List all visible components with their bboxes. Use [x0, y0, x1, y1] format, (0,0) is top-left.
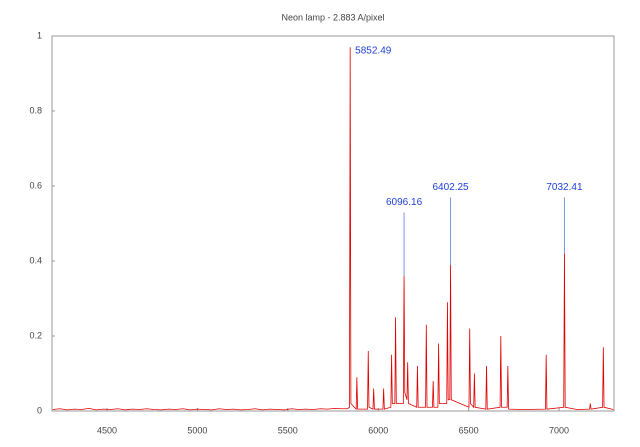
y-tick-label: 1	[37, 30, 42, 40]
x-tick-label: 6500	[459, 425, 479, 435]
annotation: 6096.16	[386, 197, 423, 208]
annotation: 7032.41	[546, 182, 583, 193]
y-tick-label: 0.2	[29, 330, 42, 340]
chart-title: Neon lamp - 2.883 A/pixel	[281, 12, 384, 22]
x-tick-label: 7000	[549, 425, 569, 435]
x-tick-label: 5500	[278, 425, 298, 435]
plot-frame	[51, 35, 615, 412]
annotation: 5852.49	[355, 46, 392, 57]
y-tick-label: 0.6	[29, 180, 42, 190]
y-tick-label: 0.8	[29, 105, 42, 115]
y-tick-label: 0.4	[29, 255, 42, 265]
y-tick-label: 0	[37, 405, 42, 415]
annotation: 6402.25	[432, 182, 469, 193]
spectrum-line	[52, 47, 614, 411]
x-tick-label: 4500	[97, 425, 117, 435]
x-tick-label: 6000	[368, 425, 388, 435]
x-tick-label: 5000	[187, 425, 207, 435]
